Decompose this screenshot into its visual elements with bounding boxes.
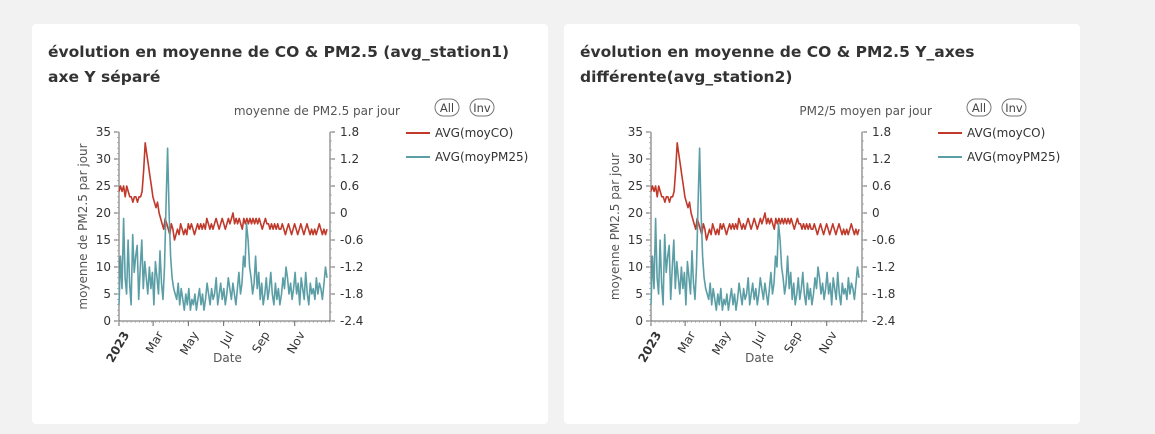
legend-item-co[interactable]: AVG(moyCO) <box>406 126 513 140</box>
y-right-tick-label: 0 <box>340 206 348 220</box>
chart-svg: 0 5 10 15 20 25 30 35 -2.4 -1.8 -1.2 -0.6 0 0.6 1.2 1.8… <box>608 98 1060 365</box>
y-left-tick-label: 10 <box>96 260 111 274</box>
x-tick-label: Jul <box>749 329 769 349</box>
x-tick-label: Mar <box>143 329 166 356</box>
legend-control-label: Inv <box>473 101 491 115</box>
co-series-line <box>118 142 328 241</box>
y-left-tick-label: 25 <box>628 179 643 193</box>
legend-control-label: Inv <box>1005 101 1023 115</box>
x-tick-label: Nov <box>284 329 308 356</box>
y-left-tick-label: 0 <box>103 314 111 328</box>
legend-all-button[interactable]: All <box>434 98 460 117</box>
y-right-tick-label: 0 <box>872 206 880 220</box>
legend-label: AVG(moyCO) <box>967 126 1045 140</box>
y-right-tick-label: -1.2 <box>340 260 363 274</box>
legend-invert-button[interactable]: Inv <box>469 98 495 117</box>
x-axis-label: Date <box>745 351 774 365</box>
legend-control-outline <box>1001 98 1027 117</box>
legend-control-label: All <box>440 101 454 115</box>
y-axis-left-label: moyenne de PM2.5 par jour <box>76 143 90 309</box>
y-left-tick-label: 30 <box>628 152 643 166</box>
y-right-tick-label: -1.8 <box>340 287 363 301</box>
y-right-tick-label: 0.6 <box>340 179 359 193</box>
legend-label: AVG(moyCO) <box>435 126 513 140</box>
x-tick-label: May <box>709 329 734 357</box>
y-right-tick-label: -2.4 <box>872 314 895 328</box>
legend-label: AVG(moyPM25) <box>435 150 528 164</box>
y-left-tick-label: 5 <box>103 287 111 301</box>
y-left-tick-label: 15 <box>96 233 111 247</box>
chart-title: évolution en moyenne de CO & PM2.5 (avg_… <box>48 43 510 86</box>
legend-item-pm25[interactable]: AVG(moyPM25) <box>938 150 1060 164</box>
y-left-tick-label: 30 <box>96 152 111 166</box>
chart-card-station2: évolution en moyenne de CO & PM2.5 Y_axe… <box>564 24 1080 424</box>
y-right-tick-label: -0.6 <box>340 233 363 247</box>
legend-all-button[interactable]: All <box>966 98 992 117</box>
y-right-tick-label: -1.2 <box>872 260 895 274</box>
x-tick-label: Sep <box>249 329 272 356</box>
legend-control-outline <box>966 98 992 117</box>
y-left-tick-label: 25 <box>96 179 111 193</box>
x-tick-label: Sep <box>781 329 804 356</box>
y-right-tick-label: -0.6 <box>872 233 895 247</box>
legend-invert-button[interactable]: Inv <box>1001 98 1027 117</box>
legend-control-label: All <box>972 101 986 115</box>
y-left-tick-label: 10 <box>628 260 643 274</box>
x-tick-label: 2023 <box>635 329 664 365</box>
pm25-series-line <box>650 147 860 312</box>
y-axis-right-label: moyenne de PM2.5 par jour <box>234 104 400 118</box>
y-axis-left-label: moyenne PM2.5 par jour <box>608 153 622 300</box>
y-right-tick-label: -1.8 <box>872 287 895 301</box>
y-axis-right-label: PM2/5 moyen par jour <box>799 104 932 118</box>
x-tick-label: Mar <box>675 329 698 356</box>
y-left-tick-label: 20 <box>628 206 643 220</box>
legend-item-co[interactable]: AVG(moyCO) <box>938 126 1045 140</box>
x-tick-label: Jul <box>217 329 237 349</box>
legend-control-outline <box>469 98 495 117</box>
x-tick-label: May <box>177 329 202 357</box>
y-left-tick-label: 5 <box>635 287 643 301</box>
chart-card-station1: évolution en moyenne de CO & PM2.5 (avg_… <box>32 24 548 424</box>
y-right-tick-label: 1.2 <box>340 152 359 166</box>
y-right-tick-label: 1.2 <box>872 152 891 166</box>
chart-title: évolution en moyenne de CO & PM2.5 Y_axe… <box>580 43 975 86</box>
x-tick-label: 2023 <box>103 329 132 365</box>
y-right-tick-label: 1.8 <box>872 125 891 139</box>
y-left-tick-label: 35 <box>628 125 643 139</box>
y-right-tick-label: 1.8 <box>340 125 359 139</box>
y-left-tick-label: 0 <box>635 314 643 328</box>
y-right-tick-label: -2.4 <box>340 314 363 328</box>
legend-label: AVG(moyPM25) <box>967 150 1060 164</box>
legend-item-pm25[interactable]: AVG(moyPM25) <box>406 150 528 164</box>
y-left-tick-label: 20 <box>96 206 111 220</box>
y-left-tick-label: 35 <box>96 125 111 139</box>
pm25-series-line <box>118 147 328 312</box>
chart-svg: 0 5 10 15 20 25 30 35 -2.4 -1.8 -1.2 -0.6 0 0.6 1.2 1.8… <box>76 98 528 365</box>
x-tick-label: Nov <box>816 329 840 356</box>
co-series-line <box>650 142 860 241</box>
y-right-tick-label: 0.6 <box>872 179 891 193</box>
x-axis-label: Date <box>213 351 242 365</box>
y-left-tick-label: 15 <box>628 233 643 247</box>
legend-control-outline <box>434 98 460 117</box>
